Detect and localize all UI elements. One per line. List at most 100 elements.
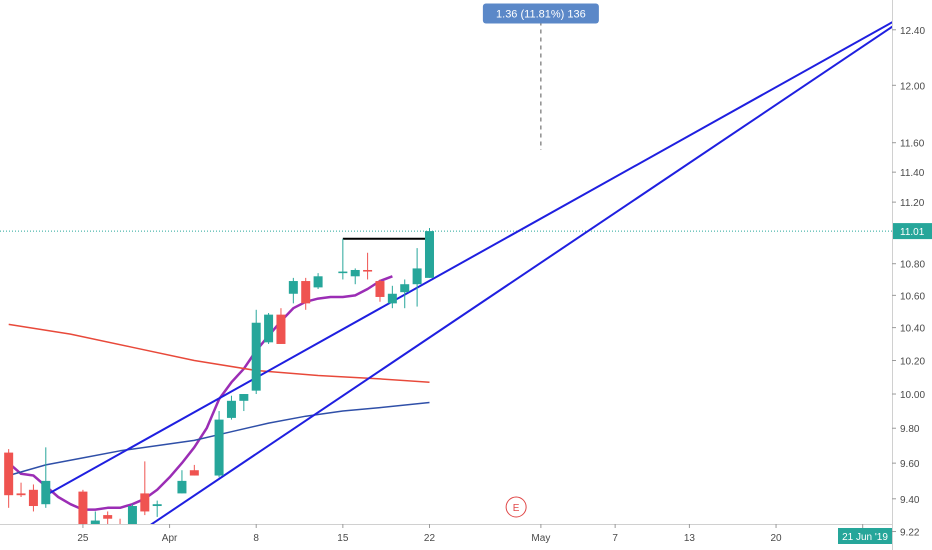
- date-tick-label: 8: [253, 533, 259, 544]
- date-tick-label: 22: [424, 533, 436, 544]
- price-tick-label: 10.00: [900, 390, 925, 401]
- date-cursor-bg: [838, 528, 892, 544]
- candle: [375, 279, 385, 302]
- date-tick-label: 7: [612, 533, 618, 544]
- date-cursor-tag: 21 Jun '19: [838, 528, 892, 544]
- price-tick-label: 11.40: [900, 168, 925, 179]
- candle: [189, 464, 199, 476]
- moving-average-line: [8, 401, 430, 477]
- date-tick-label: 13: [684, 533, 696, 544]
- candle: [276, 308, 286, 344]
- candle-body: [214, 419, 224, 476]
- trend-channel-line: [45, 21, 892, 497]
- price-tick-label: 11.60: [900, 139, 925, 150]
- candle: [41, 447, 51, 508]
- candle: [264, 313, 274, 344]
- candle-body: [16, 493, 26, 496]
- candle-body: [28, 489, 38, 507]
- candle-body: [90, 520, 100, 524]
- candle: [177, 470, 187, 494]
- candle-body: [78, 491, 88, 524]
- candle-body: [103, 515, 113, 519]
- last-price-tag: 11.01: [900, 227, 925, 238]
- price-tick-label: 9.80: [900, 424, 920, 435]
- candle-body: [251, 322, 261, 391]
- candle: [363, 252, 373, 280]
- earnings-letter: E: [513, 503, 520, 514]
- date-cursor-label: 21 Jun '19: [842, 532, 888, 543]
- candle-body: [276, 314, 286, 344]
- moving-average-line: [8, 323, 430, 383]
- candle: [119, 518, 121, 524]
- candle: [16, 482, 26, 497]
- candle: [140, 461, 150, 516]
- price-axis-bg: [892, 0, 932, 550]
- date-axis[interactable]: 25Apr81522May71320221 Jun '19: [0, 524, 892, 550]
- price-tick-label: 9.22: [900, 528, 920, 539]
- candle: [251, 309, 261, 395]
- candle: [28, 484, 38, 512]
- measure-label-bg: [482, 3, 599, 24]
- candle: [424, 228, 434, 278]
- price-tick-label: 12.00: [900, 81, 925, 92]
- trend-channel-line: [150, 25, 892, 524]
- candle: [313, 273, 323, 289]
- date-tick-label: 25: [77, 533, 89, 544]
- candle-body: [387, 293, 397, 304]
- price-tick-label: 10.60: [900, 291, 925, 302]
- date-tick-label: Apr: [162, 533, 178, 544]
- candle: [338, 238, 348, 280]
- candle-body: [400, 284, 410, 293]
- moving-average-line: [7, 275, 393, 511]
- date-tick-label: May: [531, 533, 550, 544]
- earnings-circle: [505, 496, 527, 518]
- candle-body: [301, 281, 311, 304]
- candle: [78, 489, 88, 524]
- last-price-tag-bg: [893, 223, 932, 240]
- candle: [239, 394, 249, 412]
- candle: [226, 395, 236, 420]
- candle-body: [412, 268, 422, 285]
- price-tick-label: 10.20: [900, 356, 925, 367]
- candle-body: [152, 504, 162, 507]
- candle-body: [375, 281, 385, 297]
- candle: [412, 248, 422, 307]
- candle: [90, 511, 100, 524]
- price-tick-label: 10.40: [900, 324, 925, 335]
- price-tick-label: 12.40: [900, 26, 925, 37]
- candle-body: [140, 493, 150, 512]
- price-axis[interactable]: 12.40 12.00 11.60 11.40 11.20 11.01 10.80 10.60…: [892, 0, 932, 550]
- candle: [103, 511, 113, 524]
- candle-body: [41, 480, 51, 505]
- candle: [4, 449, 14, 508]
- candle-body: [189, 470, 199, 476]
- candle-body: [338, 271, 348, 274]
- measure-label: 1.36 (11.81%) 136: [482, 3, 599, 24]
- candle: [152, 500, 162, 517]
- candle: [288, 277, 298, 304]
- candle: [400, 279, 410, 309]
- price-tick-label: 10.80: [900, 260, 925, 271]
- candle-body: [288, 281, 298, 294]
- candle: [127, 504, 137, 524]
- date-axis-bg: [0, 524, 892, 550]
- price-tick-label: 9.60: [900, 459, 920, 470]
- candle-body: [127, 506, 137, 524]
- candle: [350, 268, 360, 285]
- candle-body: [226, 400, 236, 418]
- measure-label-text: 1.36 (11.81%) 136: [496, 8, 586, 20]
- candle: [301, 277, 311, 310]
- candle-body: [363, 269, 373, 272]
- candle: [214, 411, 224, 478]
- candle: [387, 285, 397, 309]
- candle-body: [350, 269, 360, 277]
- date-tick-label: 15: [337, 533, 349, 544]
- candle-body: [424, 231, 434, 278]
- candle-body: [239, 394, 249, 401]
- candle-body: [177, 480, 187, 494]
- price-tick-label: 11.20: [900, 198, 925, 209]
- earnings-marker[interactable]: E: [505, 496, 527, 518]
- candle-body: [313, 276, 323, 288]
